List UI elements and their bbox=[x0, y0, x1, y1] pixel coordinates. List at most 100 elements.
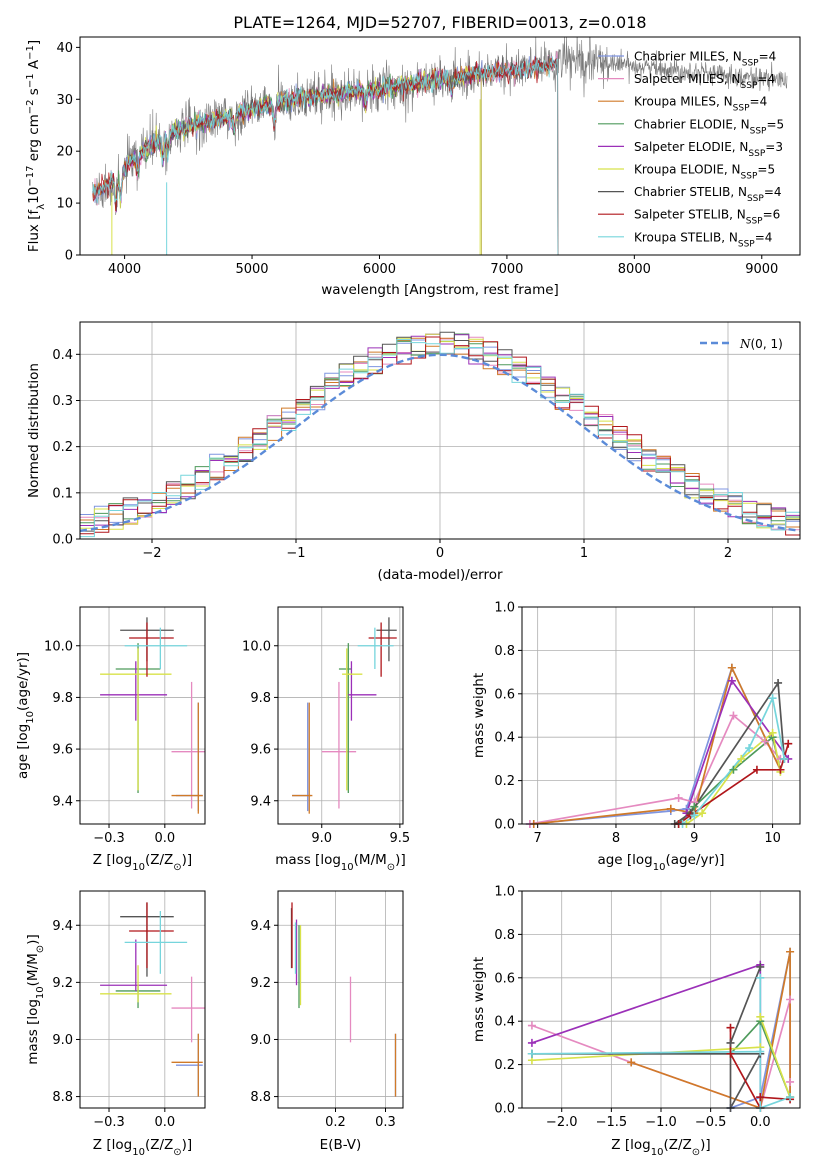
x-tick-label: −0.3 bbox=[93, 831, 125, 846]
y-tick-label: 10.0 bbox=[44, 639, 73, 654]
legend-entry: N(0, 1) bbox=[739, 337, 783, 351]
label-part: −2 bbox=[25, 99, 36, 114]
x-tick-label: 7 bbox=[534, 831, 542, 846]
legend-model: Salpeter MILES, N bbox=[634, 72, 741, 86]
label-part: Z bbox=[164, 1137, 173, 1153]
label-part: (age/yr)] bbox=[666, 852, 725, 868]
legend-sub: SSP bbox=[741, 81, 758, 91]
series-point bbox=[756, 962, 765, 971]
series-point bbox=[760, 737, 769, 746]
series-point bbox=[780, 754, 789, 763]
label-part: )] bbox=[182, 1137, 193, 1153]
series-point bbox=[768, 728, 777, 737]
chart-title: PLATE=1264, MJD=52707, FIBERID=0013, z=0… bbox=[233, 13, 646, 32]
label-part: 10 bbox=[26, 187, 42, 204]
label-part: 10 bbox=[653, 862, 666, 873]
series-line bbox=[630, 951, 791, 1108]
legend-model: Chabrier ELODIE, N bbox=[634, 117, 750, 131]
series-point bbox=[727, 676, 736, 685]
x-tick-label: 10 bbox=[764, 831, 781, 846]
series-point bbox=[756, 973, 765, 982]
label-part: −1 bbox=[25, 73, 36, 88]
label-part: age [ bbox=[597, 852, 632, 868]
label-part: 10 bbox=[35, 986, 46, 999]
label-part: ⊙ bbox=[692, 1147, 700, 1158]
label-part: (Z/ bbox=[145, 1137, 165, 1153]
y-tick-label: 0.0 bbox=[52, 533, 73, 548]
series-point bbox=[786, 995, 795, 1004]
label-part: log bbox=[320, 852, 341, 868]
series-point bbox=[729, 765, 738, 774]
model-spectrum-line bbox=[92, 56, 559, 255]
label-part: 10 bbox=[132, 1147, 145, 1158]
x-tick-label: 0.0 bbox=[750, 1115, 771, 1130]
label-part: log bbox=[112, 1137, 133, 1153]
series-point bbox=[666, 804, 675, 813]
label-part: M bbox=[375, 852, 387, 868]
label-part: s bbox=[26, 88, 42, 99]
legend-entry: Salpeter MILES, NSSP=4 bbox=[634, 72, 775, 91]
label-part: A bbox=[26, 59, 42, 73]
label-part: Z [ bbox=[611, 1137, 630, 1153]
axes-frame bbox=[521, 890, 801, 1109]
x-axis-label: Z [log10(Z/Z⊙)] bbox=[93, 1137, 192, 1158]
legend-model: Kroupa MILES, N bbox=[634, 95, 733, 109]
label-part: log bbox=[630, 1137, 651, 1153]
series-point bbox=[756, 1012, 765, 1021]
label-part: log bbox=[632, 852, 653, 868]
legend-sub: SSP bbox=[748, 149, 765, 159]
y-tick-label: 0.4 bbox=[494, 731, 515, 746]
y-tick-label: 0.3 bbox=[52, 394, 73, 409]
x-tick-label: −2.0 bbox=[546, 1115, 578, 1130]
axes-frame bbox=[79, 890, 206, 1109]
label-part: ⊙ bbox=[35, 945, 46, 953]
y-tick-label: 9.4 bbox=[52, 919, 73, 934]
y-tick-label: 0.6 bbox=[494, 971, 515, 986]
series-point bbox=[726, 1038, 735, 1047]
y-axis-label: mass weight bbox=[471, 673, 487, 758]
axes-frame bbox=[277, 890, 404, 1109]
x-tick-label: 0 bbox=[436, 546, 444, 561]
series-line bbox=[686, 731, 782, 824]
legend-entry: Kroupa ELODIE, NSSP=5 bbox=[634, 163, 775, 182]
label-part: ⊙ bbox=[173, 862, 181, 873]
legend-entry: Salpeter ELODIE, NSSP=3 bbox=[634, 140, 783, 159]
axes-frame bbox=[79, 321, 801, 540]
legend-model: Chabrier MILES, N bbox=[634, 50, 742, 64]
series-point bbox=[527, 1038, 536, 1047]
series-point bbox=[727, 663, 736, 672]
y-tick-label: 0.0 bbox=[494, 818, 515, 833]
x-tick-label: 2 bbox=[724, 546, 732, 561]
series-point bbox=[698, 809, 707, 818]
x-tick-label: 0.0 bbox=[154, 831, 175, 846]
legend-model: Kroupa STELIB, N bbox=[634, 230, 738, 244]
series-point bbox=[786, 947, 795, 956]
series-point bbox=[752, 765, 761, 774]
y-tick-label: 8.8 bbox=[52, 1090, 73, 1105]
y-tick-label: 9.4 bbox=[250, 919, 271, 934]
x-tick-label: 0.2 bbox=[325, 1115, 346, 1130]
x-axis-label: Z [log10(Z/Z⊙)] bbox=[93, 852, 192, 873]
legend-sub: SSP bbox=[746, 217, 763, 227]
legend-model: Chabrier STELIB, N bbox=[634, 185, 747, 199]
y-tick-label: 9.4 bbox=[52, 794, 73, 809]
label-part: Z bbox=[164, 852, 173, 868]
y-tick-label: 1.0 bbox=[494, 885, 515, 900]
x-tick-label: −0.5 bbox=[695, 1115, 727, 1130]
y-tick-label: 0.8 bbox=[494, 928, 515, 943]
y-axis-label: age [log10(age/yr)] bbox=[15, 652, 36, 779]
label-part: λ bbox=[36, 204, 47, 210]
series-line bbox=[531, 963, 762, 1098]
legend-sub: SSP bbox=[741, 172, 758, 182]
series-point bbox=[729, 711, 738, 720]
y-axis-label: mass weight bbox=[471, 957, 487, 1042]
series-line bbox=[674, 680, 786, 824]
series-point bbox=[756, 1093, 765, 1102]
y-tick-label: 9.0 bbox=[250, 1033, 271, 1048]
series-point bbox=[745, 744, 754, 753]
series-point bbox=[784, 739, 793, 748]
legend-n: =4 bbox=[750, 95, 768, 109]
y-tick-label: 0.1 bbox=[52, 486, 73, 501]
legend-entry: Chabrier MILES, NSSP=4 bbox=[634, 50, 776, 69]
